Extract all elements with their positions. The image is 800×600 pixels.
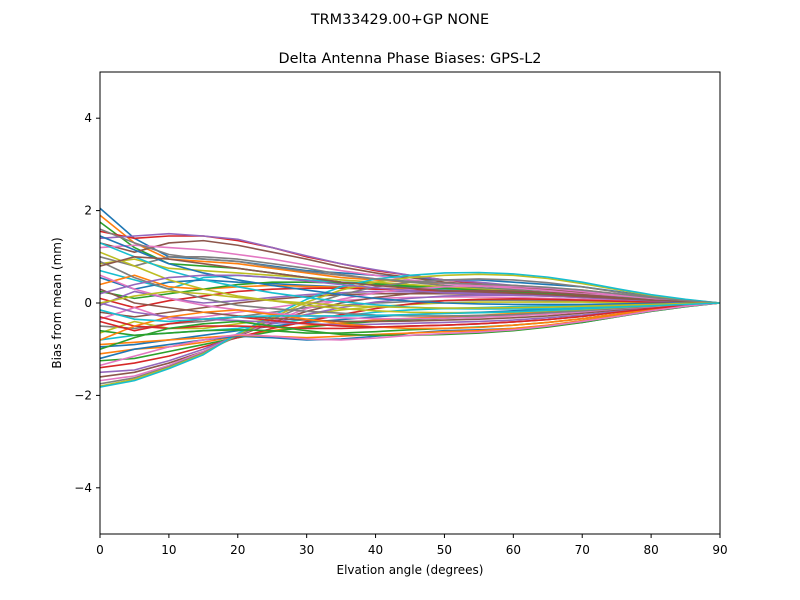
series-line	[99, 260, 721, 317]
y-axis-ticks: −4 −2 0 2 4	[74, 111, 100, 495]
series-line	[99, 302, 721, 367]
series-line	[99, 255, 721, 304]
series-line	[99, 278, 721, 385]
series-line	[99, 244, 721, 304]
x-tick-label: 60	[506, 543, 521, 557]
x-tick-label: 0	[96, 543, 104, 557]
x-tick-label: 50	[437, 543, 452, 557]
series-line	[99, 235, 720, 306]
series-line	[99, 302, 721, 341]
series-line	[99, 302, 721, 346]
x-tick-label: 40	[368, 543, 383, 557]
x-axis-label: Elvation angle (degrees)	[337, 563, 484, 577]
y-tick-label: 2	[84, 204, 92, 218]
x-tick-label: 20	[230, 543, 245, 557]
y-tick-label: 0	[84, 296, 92, 310]
plot-frame	[99, 71, 721, 535]
figure-suptitle: TRM33429.00+GP NONE	[310, 12, 489, 28]
x-tick-label: 70	[575, 543, 590, 557]
series-line	[99, 302, 721, 323]
x-tick-label: 30	[299, 543, 314, 557]
series-layer	[99, 207, 721, 388]
series-line	[99, 228, 721, 304]
series-line	[99, 285, 721, 382]
y-tick-label: −4	[74, 481, 92, 495]
x-tick-label: 10	[161, 543, 176, 557]
series-line	[99, 296, 721, 320]
x-axis-ticks: 0 10 20 30 40 50 60 70 80 90	[96, 534, 728, 557]
chart-title: Delta Antenna Phase Biases: GPS-L2	[279, 51, 542, 67]
series-line	[99, 290, 721, 309]
series-line	[99, 271, 721, 388]
y-tick-label: −2	[74, 388, 92, 402]
y-axis-label: Bias from mean (mm)	[50, 237, 64, 368]
x-tick-label: 80	[643, 543, 658, 557]
x-tick-label: 90	[712, 543, 727, 557]
y-tick-label: 4	[84, 111, 92, 125]
series-line	[99, 298, 721, 369]
